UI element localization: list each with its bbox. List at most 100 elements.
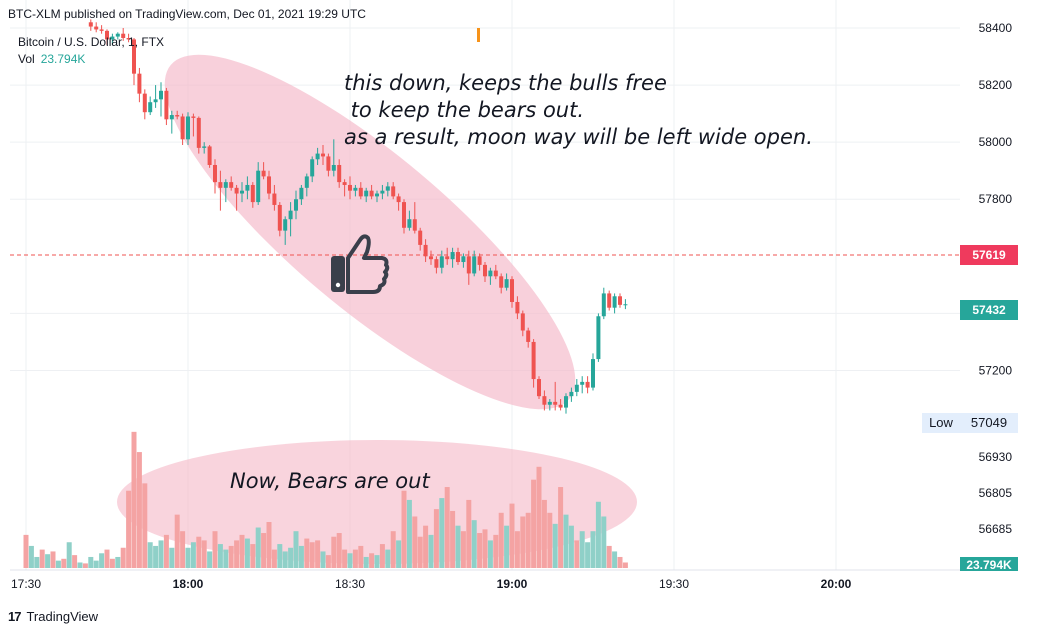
candle-body xyxy=(337,164,342,183)
candle-body xyxy=(547,401,552,405)
publish-line: BTC-XLM published on TradingView.com, De… xyxy=(8,7,366,21)
volume-label: Vol xyxy=(18,52,35,66)
annotation-bottom-note: Now, Bears are out xyxy=(230,469,430,493)
volume-bar xyxy=(363,556,369,568)
volume-bar xyxy=(439,498,445,568)
candle-body xyxy=(520,313,525,331)
candle-body xyxy=(331,164,336,171)
volume-bar xyxy=(482,529,488,568)
candle-body xyxy=(272,193,277,205)
volume-bar xyxy=(466,499,472,568)
candle-body xyxy=(450,252,455,260)
volume-bar xyxy=(574,540,580,568)
volume-bar xyxy=(617,556,623,568)
volume-bar xyxy=(72,555,78,568)
volume-bar xyxy=(493,534,499,568)
candle-body xyxy=(493,270,498,277)
candle-body xyxy=(88,22,93,27)
volume-bar xyxy=(358,545,364,568)
volume-bar xyxy=(585,542,591,568)
candle-body xyxy=(304,176,309,188)
low-label-text: Low xyxy=(929,415,953,430)
candle-body xyxy=(412,219,417,231)
volume-bar xyxy=(460,531,466,568)
volume-bar xyxy=(207,551,213,568)
volume-bar xyxy=(347,553,353,568)
candle-body xyxy=(504,279,509,288)
volume-bar xyxy=(433,509,439,568)
candle-body xyxy=(348,184,352,191)
volume-bar xyxy=(520,516,526,568)
time-tick-label: 17:30 xyxy=(11,577,41,591)
volume-bar xyxy=(223,549,229,568)
candle-body xyxy=(461,256,466,263)
candle-body xyxy=(299,187,304,200)
orange-marker xyxy=(477,28,480,42)
candle-body xyxy=(245,184,250,191)
candle-body xyxy=(105,30,109,40)
symbol-line: Bitcoin / U.S. Dollar, 1, FTX xyxy=(18,35,165,49)
volume-bar xyxy=(514,531,520,568)
candle-body xyxy=(267,176,271,194)
candle-body xyxy=(142,93,147,113)
volume-bar xyxy=(331,536,337,568)
volume-bar xyxy=(180,531,186,568)
last-price-tag: 57432 xyxy=(960,300,1018,320)
volume-bar xyxy=(201,540,207,568)
volume-bar xyxy=(28,545,34,568)
candle-body xyxy=(250,184,255,203)
candle-body xyxy=(569,391,574,397)
candle-body xyxy=(439,256,444,268)
candle-body xyxy=(310,159,315,177)
volume-bar xyxy=(558,487,564,568)
candle-body xyxy=(429,256,433,260)
volume-bar xyxy=(282,551,288,568)
volume-bar xyxy=(304,538,310,568)
volume-bar xyxy=(23,534,29,568)
candle-body xyxy=(191,116,196,118)
volume-bar xyxy=(385,549,391,568)
low-label-value: 57049 xyxy=(960,413,1018,433)
candle-body xyxy=(385,186,390,191)
low-price-label: Low 57049 xyxy=(922,413,1018,433)
price-tick-label: 58200 xyxy=(979,78,1013,92)
candle-body xyxy=(596,316,601,360)
volume-bar xyxy=(158,540,164,568)
candle-body xyxy=(553,401,558,405)
volume-bar xyxy=(244,538,250,568)
volume-bar xyxy=(66,542,72,568)
candle-body xyxy=(601,293,606,317)
candle-body xyxy=(159,90,163,100)
candle-body xyxy=(164,90,169,120)
candle-body xyxy=(466,256,471,274)
time-tick-label: 20:00 xyxy=(821,577,852,591)
footer-brand: 17 TradingView xyxy=(8,609,98,624)
volume-price-tag: 23.794K xyxy=(960,557,1018,571)
candle-body xyxy=(585,381,590,388)
candle-body xyxy=(558,404,563,408)
volume-bar xyxy=(298,545,304,568)
volume-bar xyxy=(266,522,272,568)
volume-bar xyxy=(250,544,256,568)
volume-bars xyxy=(23,431,628,568)
candle-body xyxy=(423,244,428,257)
volume-bar xyxy=(77,562,83,568)
candle-body xyxy=(321,153,325,157)
volume-bar xyxy=(174,514,180,568)
price-axis-labels: 56685 56805 56930 57200 57800 58000 58200 58400 xyxy=(979,21,1013,536)
candle-body xyxy=(531,341,536,380)
candle-body xyxy=(169,115,174,120)
volume-bar xyxy=(115,556,121,568)
volume-bar xyxy=(498,512,504,568)
candles xyxy=(88,19,628,414)
candle-body xyxy=(418,230,423,245)
volume-bar xyxy=(563,514,569,568)
candle-body xyxy=(364,190,369,197)
candle-body xyxy=(261,170,266,177)
candle-body xyxy=(353,187,358,191)
volume-bar xyxy=(595,501,601,568)
volume-bar xyxy=(606,545,612,568)
volume-bar xyxy=(39,549,45,568)
volume-bar xyxy=(34,556,40,568)
